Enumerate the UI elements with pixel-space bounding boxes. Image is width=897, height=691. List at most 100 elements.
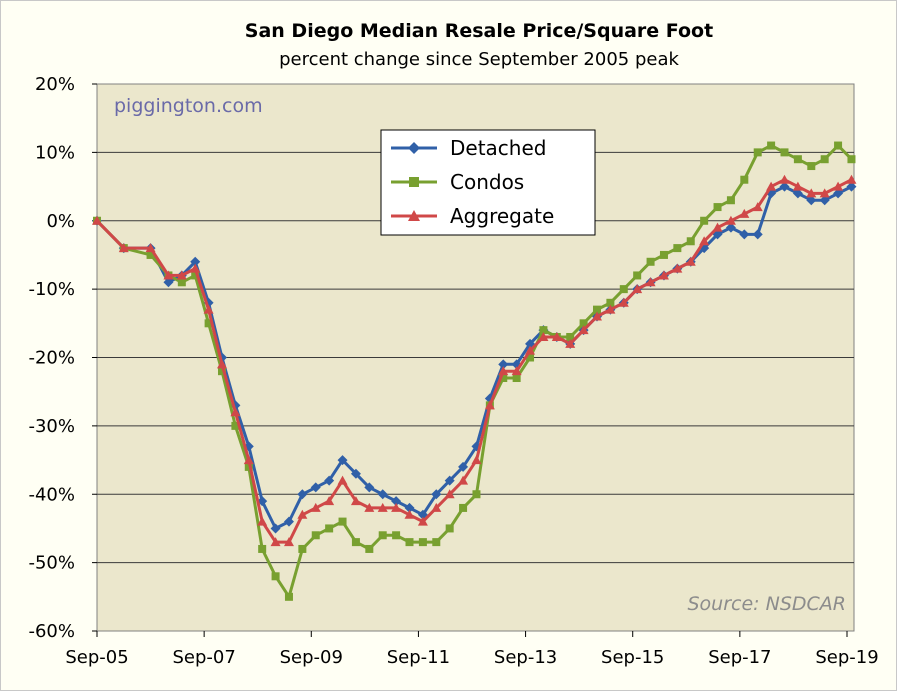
data-point-condos: [271, 572, 280, 581]
data-point-detached: [833, 188, 844, 199]
data-point-detached: [270, 523, 281, 534]
data-point-condos: [807, 162, 816, 171]
data-point-aggregate: [699, 236, 710, 246]
data-point-condos: [740, 175, 749, 184]
legend-item-condos: Condos: [391, 170, 524, 194]
data-point-detached: [498, 359, 509, 370]
data-point-condos: [512, 374, 521, 383]
y-tick-label: -10%: [28, 279, 75, 300]
data-point-condos: [793, 155, 802, 164]
data-point-condos: [673, 244, 682, 253]
x-tick-label: Sep-05: [65, 647, 128, 668]
data-point-aggregate: [243, 455, 254, 465]
data-point-aggregate: [819, 188, 830, 198]
data-point-aggregate: [739, 208, 750, 218]
y-tick-label: -40%: [28, 484, 75, 505]
data-point-aggregate: [270, 537, 281, 547]
data-point-condos: [499, 374, 508, 383]
data-point-aggregate: [605, 304, 616, 314]
data-point-aggregate: [417, 516, 428, 526]
data-point-aggregate: [444, 489, 455, 499]
data-point-aggregate: [752, 202, 763, 212]
data-point-condos: [606, 298, 615, 307]
data-point-condos: [834, 141, 843, 150]
data-point-condos: [767, 141, 776, 150]
data-point-condos: [378, 531, 387, 540]
data-point-condos: [405, 538, 414, 547]
data-point-aggregate: [92, 215, 102, 225]
y-tick-label: 0%: [46, 211, 75, 232]
data-point-condos: [146, 250, 155, 259]
y-tick-label: -50%: [28, 553, 75, 574]
data-point-detached: [752, 229, 763, 240]
data-point-detached: [792, 188, 803, 199]
data-point-aggregate: [404, 509, 415, 519]
data-point-aggregate: [618, 297, 629, 307]
data-point-aggregate: [190, 263, 201, 273]
data-point-aggregate: [203, 304, 214, 314]
data-point-condos: [659, 250, 668, 259]
data-point-aggregate: [324, 496, 335, 506]
data-point-detached: [458, 461, 469, 472]
data-point-condos: [392, 531, 401, 540]
legend-marker-condos: [409, 177, 419, 187]
data-point-aggregate: [725, 215, 736, 225]
data-point-condos: [579, 319, 588, 328]
data-point-aggregate: [471, 455, 482, 465]
data-point-aggregate: [833, 181, 844, 191]
data-point-condos: [365, 544, 374, 553]
data-point-condos: [445, 524, 454, 533]
data-point-condos: [284, 592, 293, 601]
data-point-condos: [218, 367, 226, 376]
data-point-condos: [847, 155, 856, 164]
data-point-condos: [539, 326, 548, 335]
data-point-aggregate: [283, 537, 294, 547]
data-point-aggregate: [538, 331, 549, 341]
data-point-condos: [351, 538, 360, 547]
data-point-detached: [364, 482, 375, 493]
data-point-detached: [819, 195, 830, 206]
data-point-aggregate: [377, 502, 388, 512]
data-point-aggregate: [118, 243, 129, 253]
data-point-detached: [283, 516, 294, 527]
series-layer: [92, 141, 857, 601]
data-point-aggregate: [712, 222, 723, 232]
data-point-aggregate: [592, 311, 602, 321]
data-point-aggregate: [846, 174, 857, 184]
data-point-condos: [191, 271, 200, 280]
data-point-aggregate: [645, 277, 656, 287]
y-tick-label: -30%: [28, 416, 75, 437]
data-point-condos: [780, 148, 789, 157]
data-point-condos: [619, 285, 628, 294]
data-point-condos: [298, 544, 307, 553]
data-point-condos: [177, 278, 186, 287]
data-point-detached: [297, 489, 308, 500]
data-point-detached: [806, 195, 817, 206]
y-tick-label: -60%: [28, 621, 75, 642]
data-point-detached: [779, 181, 790, 192]
data-point-aggregate: [779, 174, 790, 184]
legend-label-condos: Condos: [450, 170, 524, 194]
data-point-detached: [846, 181, 857, 192]
data-point-detached: [324, 475, 335, 486]
y-axis: 20% 10% 0% -10% -20% -30% -40% -50% -60%: [28, 74, 97, 642]
data-point-aggregate: [565, 338, 576, 348]
data-point-condos: [646, 257, 655, 266]
watermark-text: piggington.com: [114, 95, 263, 117]
x-tick-label: Sep-07: [172, 647, 235, 668]
data-point-aggregate: [163, 270, 174, 280]
data-point-condos: [700, 216, 709, 225]
source-note: Source: NSDCAR: [688, 593, 847, 615]
x-tick-label: Sep-13: [494, 647, 557, 668]
data-point-aggregate: [458, 475, 469, 485]
data-point-aggregate: [337, 475, 348, 485]
data-point-condos: [726, 196, 735, 205]
legend: Detached Condos Aggregate: [380, 129, 596, 236]
data-point-condos: [258, 544, 267, 553]
data-point-condos: [526, 353, 535, 362]
x-tick-label: Sep-19: [815, 647, 878, 668]
data-point-condos: [753, 148, 762, 157]
data-point-aggregate: [145, 243, 156, 253]
data-point-condos: [566, 332, 575, 341]
